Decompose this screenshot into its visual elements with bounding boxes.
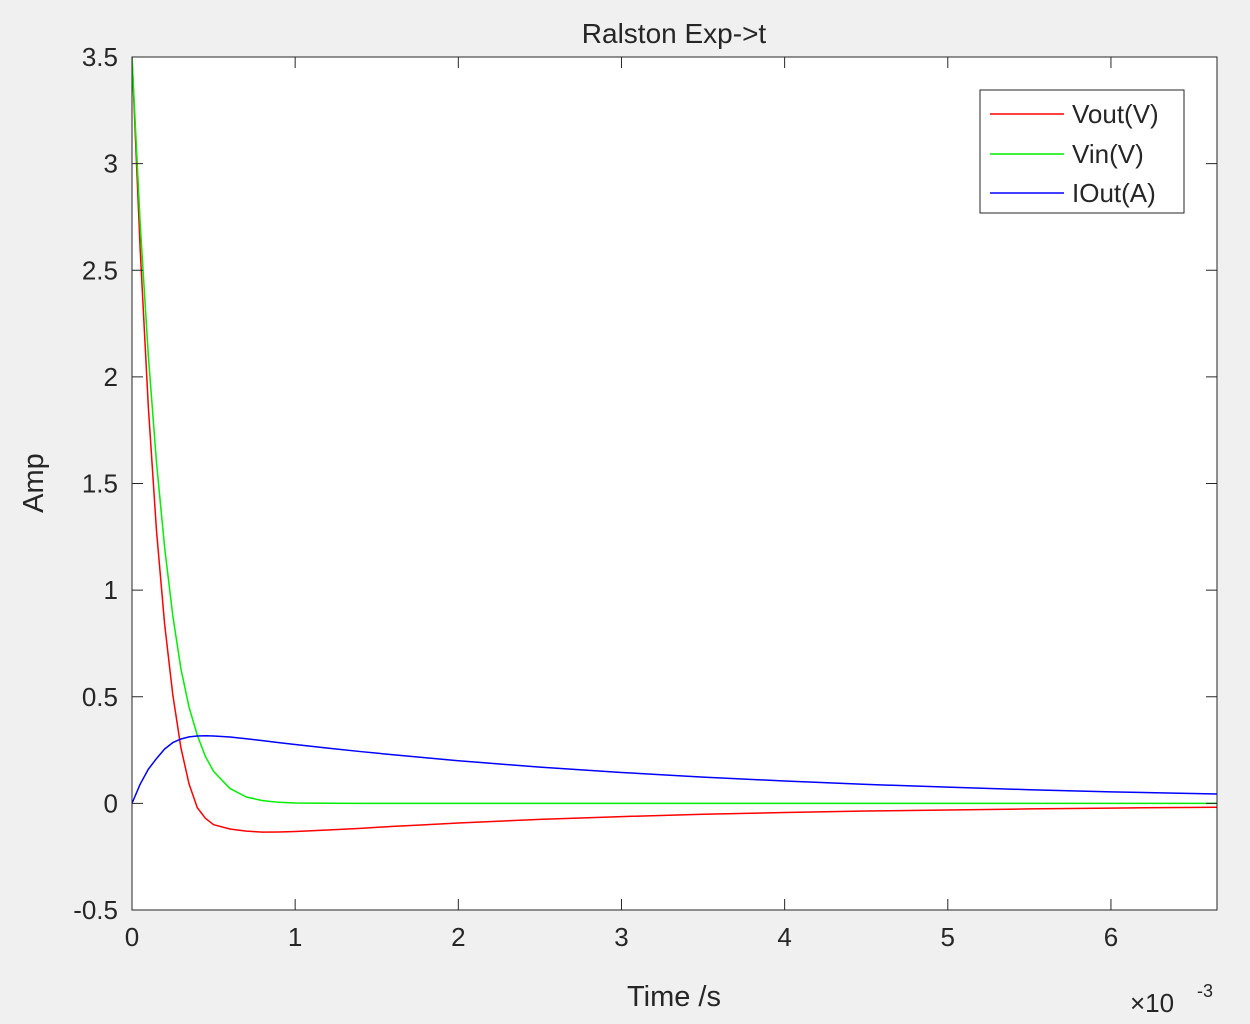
y-tick-label: 1.5 bbox=[82, 469, 118, 499]
x-tick-label: 6 bbox=[1104, 922, 1118, 952]
y-tick-label: 0 bbox=[104, 788, 118, 818]
x-tick-label: 2 bbox=[451, 922, 465, 952]
x-tick-label: 1 bbox=[288, 922, 302, 952]
ticks-layer: 0 1 2 3 4 5 6-0.500.511.522.533.5 bbox=[73, 42, 1217, 952]
legend-label-vout: Vout(V) bbox=[1072, 99, 1159, 129]
x-tick-label: 0 bbox=[125, 922, 139, 952]
series-line-vout-v bbox=[132, 57, 1217, 833]
x-exponent-label: ×10 bbox=[1130, 988, 1174, 1018]
y-tick-label: 2.5 bbox=[82, 255, 118, 285]
series-line-iout-a bbox=[132, 735, 1217, 804]
y-tick-label: -0.5 bbox=[73, 895, 118, 925]
series-layer bbox=[132, 57, 1217, 833]
x-tick-label: 4 bbox=[777, 922, 791, 952]
chart-title: Ralston Exp->t bbox=[582, 18, 767, 49]
y-tick-label: 0.5 bbox=[82, 682, 118, 712]
x-axis-label: Time /s bbox=[627, 981, 721, 1013]
y-tick-label: 3 bbox=[104, 149, 118, 179]
y-tick-label: 3.5 bbox=[82, 42, 118, 72]
x-tick-label: 5 bbox=[941, 922, 955, 952]
legend-label-vin: Vin(V) bbox=[1072, 139, 1144, 169]
y-tick-label: 2 bbox=[104, 362, 118, 392]
legend-label-iout: IOut(A) bbox=[1072, 178, 1156, 208]
x-tick-label: 3 bbox=[614, 922, 628, 952]
legend: Vout(V) Vin(V) IOut(A) bbox=[979, 89, 1185, 214]
axes-box bbox=[131, 56, 1218, 911]
series-line-vin-v bbox=[132, 57, 1217, 805]
y-axis-label: Amp bbox=[18, 453, 50, 513]
x-exponent-power: -3 bbox=[1197, 981, 1213, 1001]
y-tick-label: 1 bbox=[104, 575, 118, 605]
